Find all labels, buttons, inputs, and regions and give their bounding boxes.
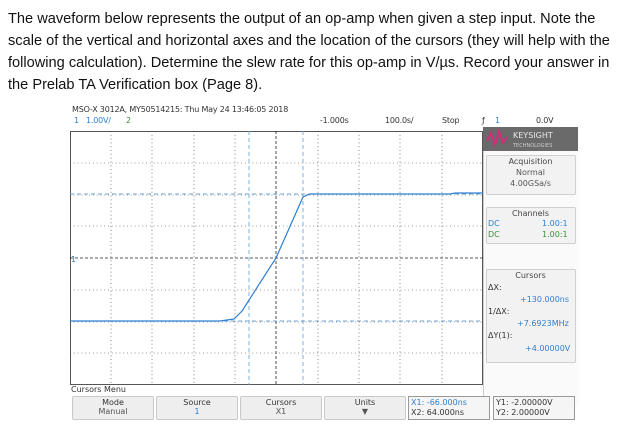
mode-softkey[interactable]: Mode Manual	[72, 396, 154, 420]
keysight-logo: KEYSIGHT TECHNOLOGIES	[483, 127, 578, 151]
cursors-menu-title: Cursors Menu	[71, 385, 126, 394]
graticule-gridlines	[70, 131, 483, 385]
channel1-scale[interactable]: 1.00V/	[86, 116, 111, 125]
source-label: Source	[183, 398, 211, 407]
ch1-coupling: DC	[488, 219, 500, 228]
cursors-panel[interactable]	[486, 269, 576, 363]
cursors-value: X1	[275, 407, 287, 416]
trigger-channel: 1	[495, 116, 500, 125]
channel1-trace	[70, 192, 483, 322]
x2-readout: X2: 64.000ns	[411, 408, 465, 417]
x-cursor-readout[interactable]: X1: -66.000ns X2: 64.000ns	[408, 396, 490, 420]
channels-title: Channels	[511, 209, 549, 218]
time-offset[interactable]: -1.000s	[320, 116, 349, 125]
ch2-probe: 1.00:1	[542, 230, 568, 239]
inverse-delta-x-label: 1/ΔX:	[488, 307, 510, 316]
run-state[interactable]: Stop	[442, 116, 460, 125]
units-softkey[interactable]: Units ▼	[324, 396, 406, 420]
mode-label: Mode	[102, 398, 124, 407]
cursors-softkey[interactable]: Cursors X1	[240, 396, 322, 420]
instructions-paragraph: The waveform below represents the output…	[8, 11, 610, 93]
trigger-level[interactable]: 0.0V	[536, 116, 554, 125]
channel1-ground-marker: 1	[71, 255, 76, 264]
logo-text: KEYSIGHT	[513, 131, 553, 140]
y2-readout: Y2: 2.00000V	[496, 408, 550, 417]
ch1-probe: 1.00:1	[542, 219, 568, 228]
cursors-label: Cursors	[265, 398, 297, 407]
units-down-arrow-icon: ▼	[361, 407, 369, 416]
trigger-edge-icon: ƒ	[482, 116, 485, 125]
acquisition-mode: Normal	[516, 168, 545, 177]
oscilloscope-screenshot: MSO-X 3012A, MY50514215: Thu May 24 13:4…	[70, 104, 580, 426]
mode-value: Manual	[98, 407, 128, 416]
scope-model-line: MSO-X 3012A, MY50514215: Thu May 24 13:4…	[72, 105, 289, 114]
y1-readout: Y1: -2.00000V	[496, 398, 553, 407]
acquisition-panel[interactable]	[486, 155, 576, 195]
source-value: 1	[194, 407, 200, 416]
acquisition-title: Acquisition	[508, 157, 553, 166]
ground-marker-text: 1	[71, 255, 76, 264]
logo-subtext: TECHNOLOGIES	[512, 143, 552, 149]
waveform-display: 1	[70, 131, 483, 385]
inverse-delta-x-value: +7.6923MHz	[517, 319, 569, 328]
channel1-number[interactable]: 1	[74, 116, 79, 125]
delta-y-label: ΔY(1):	[488, 331, 513, 340]
delta-x-value: +130.000ns	[520, 295, 570, 304]
acquisition-rate: 4.00GSa/s	[510, 179, 551, 188]
source-softkey[interactable]: Source 1	[156, 396, 238, 420]
cursors-panel-title: Cursors	[515, 271, 546, 280]
time-scale[interactable]: 100.0s/	[385, 116, 414, 125]
channel2-number[interactable]: 2	[126, 116, 131, 125]
delta-x-label: ΔX:	[488, 283, 502, 292]
x1-readout: X1: -66.000ns	[411, 398, 467, 407]
channels-panel[interactable]	[486, 207, 576, 244]
ch2-coupling: DC	[488, 230, 500, 239]
y-cursor-readout[interactable]: Y1: -2.00000V Y2: 2.00000V	[493, 396, 575, 420]
delta-y-value: +4.00000V	[525, 344, 571, 353]
units-label: Units	[354, 398, 376, 407]
